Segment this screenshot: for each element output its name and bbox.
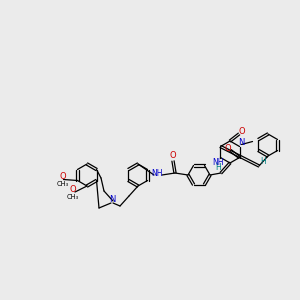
Text: NH: NH (213, 158, 224, 167)
Text: O: O (239, 128, 245, 136)
Text: N: N (109, 194, 115, 203)
Text: O: O (170, 152, 176, 160)
Text: O: O (59, 172, 66, 181)
Text: O: O (70, 184, 76, 194)
Text: NH: NH (151, 169, 163, 178)
Text: H: H (260, 157, 266, 166)
Text: CH₃: CH₃ (67, 194, 79, 200)
Text: CH₃: CH₃ (56, 182, 68, 188)
Text: O: O (224, 144, 231, 153)
Text: H: H (215, 164, 221, 172)
Text: N: N (238, 138, 245, 147)
